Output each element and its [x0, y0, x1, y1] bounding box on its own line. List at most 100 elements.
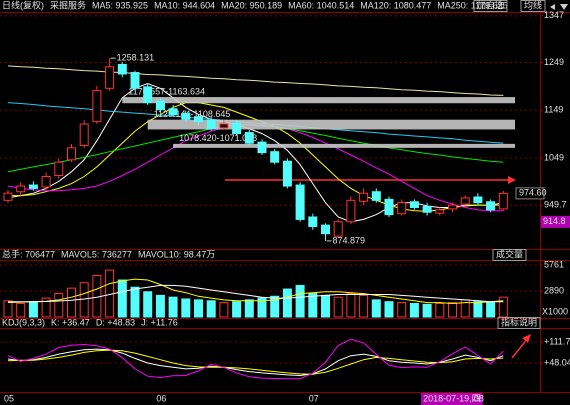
cursor-date-box	[421, 393, 483, 405]
legend-entry: MAVOL10: 98.47万	[138, 249, 215, 259]
volume-bar	[270, 295, 280, 318]
volume-bar	[79, 282, 89, 318]
trend-arrow	[508, 176, 516, 184]
x-tick-label: 07	[309, 393, 319, 403]
volume-bar	[422, 303, 432, 318]
candle-body	[473, 196, 483, 204]
candle-body	[448, 204, 457, 210]
legend-entry: MAVOL5: 736277	[61, 249, 132, 259]
zone-label: 1078.420-1071.058	[179, 133, 257, 143]
zone-label: 1129.144-1108.645	[154, 109, 231, 119]
legend-entry: MA20: 950.189	[221, 0, 282, 10]
y-tick-label: 2890	[544, 285, 564, 295]
series-line	[7, 348, 504, 377]
volume-bar	[194, 299, 203, 318]
candle-body	[371, 191, 381, 201]
candle-body	[206, 119, 216, 130]
zone-label: 1176.557-1163.634	[128, 86, 205, 96]
prev-icon[interactable]	[550, 4, 555, 10]
volume-bar	[308, 293, 318, 318]
annotation-arrow	[511, 337, 529, 359]
candle-body	[67, 147, 76, 161]
x-tick-label: 05	[4, 393, 14, 403]
candle-body	[409, 201, 419, 208]
volume-bar	[181, 298, 191, 318]
stock-name: 采掘服务	[50, 0, 86, 10]
volume-bar	[486, 302, 496, 318]
annotation-arrow-head	[522, 334, 531, 343]
candle-body	[168, 108, 178, 116]
volume-bar	[333, 296, 343, 318]
button-label[interactable]: 加自选	[477, 0, 504, 10]
y-tick-label: 1249	[544, 57, 564, 67]
volume-bar	[473, 301, 483, 318]
volume-bar	[384, 301, 394, 318]
y-tick-label: 1149	[544, 105, 563, 115]
menu-icon[interactable]	[560, 4, 568, 10]
legend-entry: MA5: 935.925	[92, 0, 148, 10]
volume-bar	[143, 291, 153, 318]
series-line	[7, 278, 504, 305]
candle-body	[460, 197, 470, 205]
candle-body	[308, 216, 318, 228]
candle-body	[397, 202, 407, 215]
button-label[interactable]: 均线	[524, 0, 542, 10]
candle-body	[41, 175, 51, 188]
y-tick-label: 949.7	[544, 200, 567, 210]
candle-body	[359, 192, 369, 202]
volume-bar	[117, 279, 127, 318]
series-line	[7, 82, 504, 223]
legend-entry: MA10: 944.604	[154, 0, 215, 10]
legend-entry: D: +48.83	[96, 317, 135, 327]
button-label[interactable]: 指标说明	[501, 316, 537, 327]
volume-bar	[321, 294, 330, 318]
volume-bar	[41, 297, 51, 318]
candle-body	[181, 113, 191, 120]
legend-entry: K: +36.47	[51, 317, 90, 327]
candle-body	[28, 184, 38, 189]
volume-bar	[448, 302, 457, 318]
series-line	[7, 349, 504, 375]
volume-bar	[397, 302, 407, 318]
legend-entry: MA120: 1080.477	[360, 0, 431, 10]
volume-bar	[498, 296, 508, 318]
button[interactable]	[492, 249, 527, 261]
volume-bar	[282, 288, 292, 318]
candle-body	[143, 86, 153, 104]
y-tick-label: 1049	[544, 152, 564, 162]
volume-bar	[371, 299, 381, 318]
button-label[interactable]: 成交量	[496, 248, 523, 259]
volume-bar	[16, 302, 26, 318]
series-line	[8, 102, 504, 212]
button[interactable]	[520, 0, 546, 12]
candle-body	[117, 63, 127, 75]
candle-body	[130, 72, 140, 89]
last-price-box	[515, 187, 545, 200]
button[interactable]	[497, 317, 541, 329]
y-tick-label: +111.7	[544, 336, 570, 346]
candle-body	[486, 201, 496, 211]
series-line	[8, 284, 504, 303]
candle-body	[92, 90, 102, 123]
price-zone	[147, 119, 515, 130]
volume-bar	[232, 301, 242, 318]
candle-body	[54, 161, 64, 177]
volume-bar	[67, 287, 76, 318]
candle-body	[3, 192, 13, 201]
candle-body	[257, 141, 267, 154]
y-tick-label: 5761	[544, 259, 564, 269]
candle-body	[219, 123, 229, 129]
x-tick-label: 08	[474, 393, 484, 403]
volume-bar	[130, 286, 140, 318]
volume-bar	[28, 301, 38, 318]
series-line	[7, 65, 504, 96]
candle-body	[194, 116, 203, 123]
volume-bar	[359, 294, 369, 318]
x-tick-label: 06	[156, 393, 166, 403]
candle-body	[498, 192, 508, 210]
cursor-price-label: 914.8	[543, 216, 566, 226]
y-tick-label: 1347	[544, 10, 564, 20]
candle-body	[435, 209, 445, 214]
trough-label: 874.879	[333, 235, 366, 245]
button[interactable]	[473, 0, 508, 12]
